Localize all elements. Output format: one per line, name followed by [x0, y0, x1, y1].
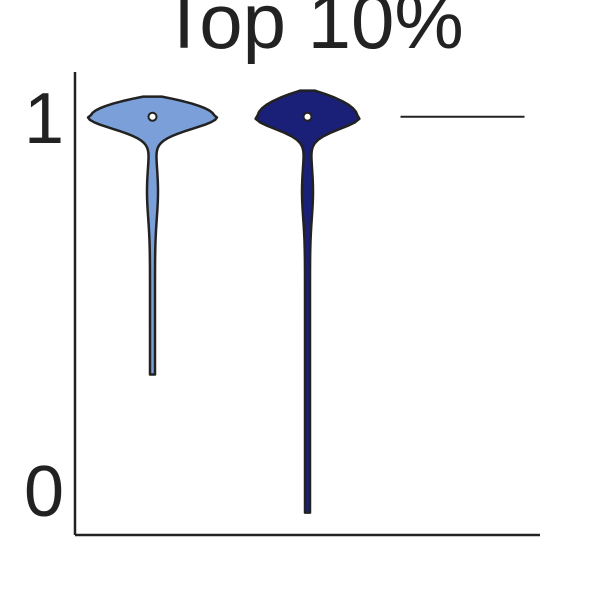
violin — [254, 89, 361, 514]
median-dot — [302, 111, 313, 122]
chart-title: Top 10% — [160, 0, 464, 65]
y-tick-label: 1 — [24, 79, 64, 159]
median-dot — [147, 111, 158, 122]
y-tick-label: 0 — [24, 452, 64, 532]
violin — [86, 95, 219, 376]
